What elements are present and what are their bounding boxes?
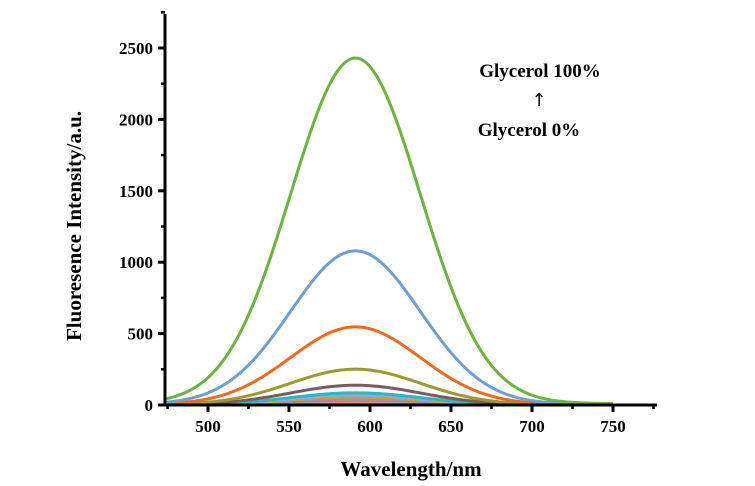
series-line-series-2	[164, 249, 614, 406]
y-tick-label: 1000	[119, 253, 153, 272]
y-axis-title: Fluoresence Intensity/a.u.	[62, 111, 86, 341]
x-tick-label: 600	[357, 417, 383, 436]
x-tick-label: 550	[276, 417, 302, 436]
x-axis-title: Wavelength/nm	[340, 457, 482, 481]
x-tick-label: 500	[195, 417, 221, 436]
x-tick-label: 650	[438, 417, 464, 436]
y-tick-label: 500	[128, 325, 154, 344]
x-ticks-group: 500 550 600 650 700 750	[166, 405, 655, 436]
y-tick-label: 0	[145, 396, 154, 415]
y-tick-label: 1500	[119, 182, 153, 201]
series-line-series-3	[164, 325, 613, 407]
x-tick-label: 750	[600, 417, 626, 436]
arrow-up-icon: ↑	[531, 90, 546, 111]
annotation-glycerol-0: Glycerol 0%	[478, 120, 581, 141]
y-ticks-group: 0 500 1000 1500 2000 2500	[119, 11, 165, 415]
series-line-glycerol-100-	[163, 56, 614, 405]
y-tick-label: 2000	[119, 110, 153, 129]
y-tick-label: 2500	[119, 39, 153, 58]
annotation-glycerol-100: Glycerol 100%	[479, 61, 601, 82]
x-tick-label: 700	[519, 417, 545, 436]
